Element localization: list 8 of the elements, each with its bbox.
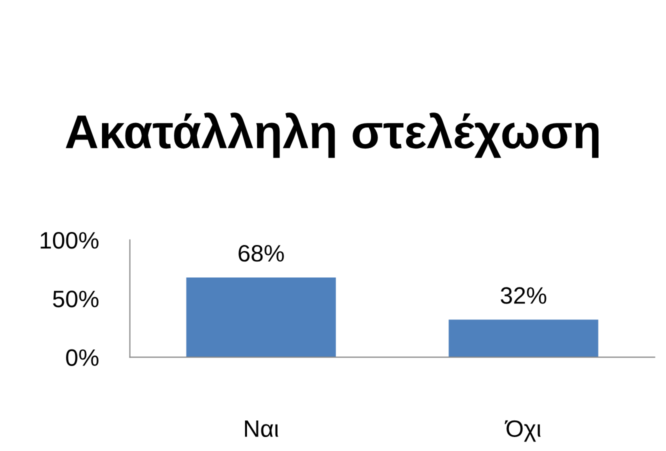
data-label: 68%	[238, 244, 284, 262]
x-tick-label: Ναι	[245, 420, 278, 438]
y-tick-label: 0%	[66, 349, 98, 366]
data-label: 32%	[500, 287, 546, 304]
y-tick-label: 100%	[40, 232, 98, 249]
chart-title: Ακατάλληλη στελέχωση	[66, 112, 599, 158]
x-tick-label: Όχι	[504, 420, 541, 442]
y-tick-label: 50%	[53, 290, 98, 308]
